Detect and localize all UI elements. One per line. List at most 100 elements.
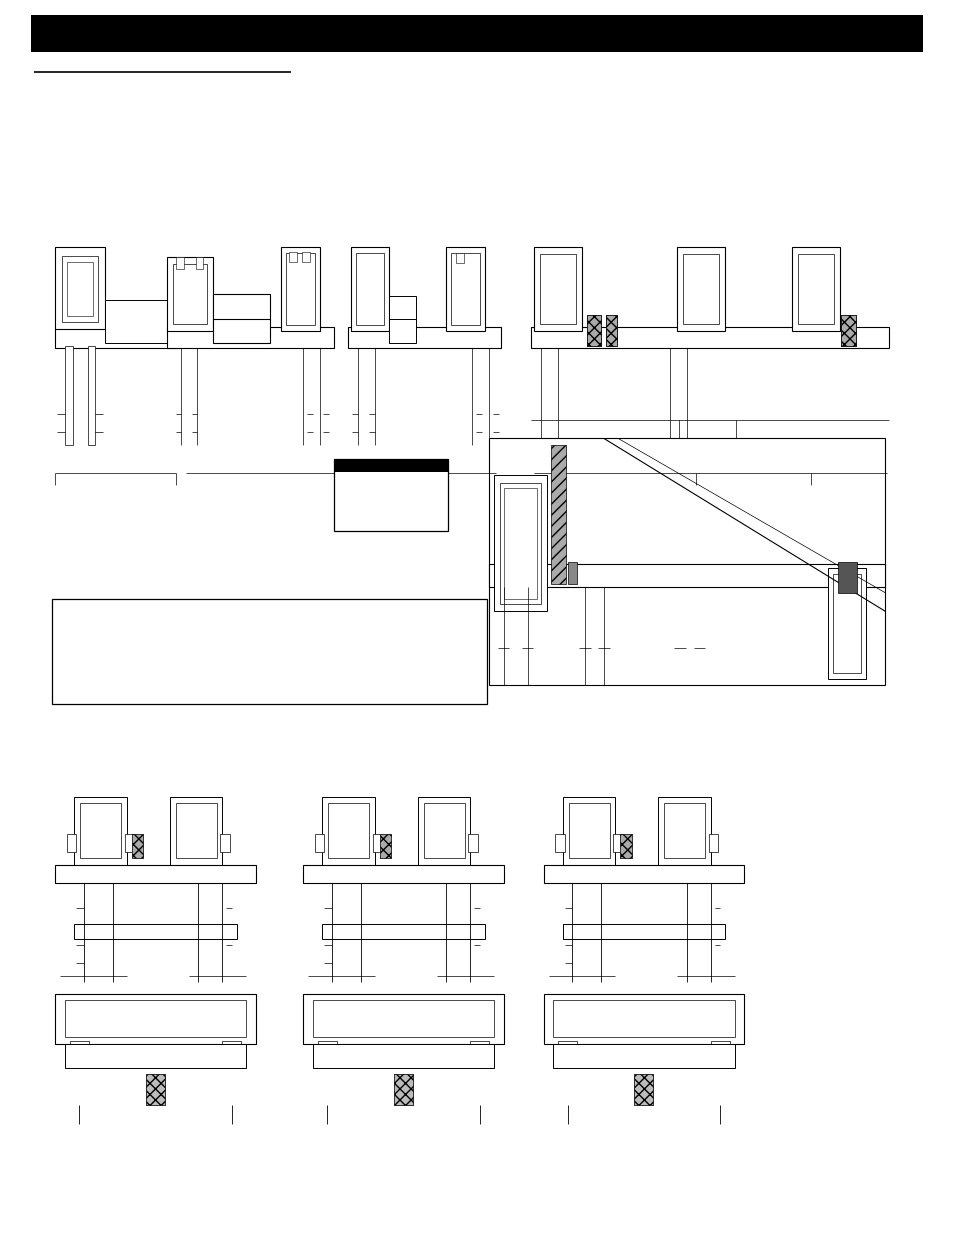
Bar	[70, 1041, 89, 1056]
Bar	[167, 327, 334, 348]
Bar	[317, 1041, 336, 1056]
Bar	[841, 315, 855, 346]
Bar	[837, 562, 856, 593]
Bar	[328, 803, 369, 858]
Bar	[605, 315, 617, 346]
Bar	[74, 924, 236, 939]
Bar	[708, 834, 718, 852]
Bar	[470, 1041, 489, 1056]
Bar	[31, 15, 922, 52]
Bar	[567, 562, 577, 584]
Bar	[543, 864, 743, 883]
Bar	[677, 247, 724, 331]
Bar	[74, 797, 127, 864]
Bar	[222, 1041, 241, 1056]
Bar	[313, 1000, 494, 1037]
Bar	[170, 797, 222, 864]
Bar	[334, 459, 448, 472]
Bar	[468, 834, 477, 852]
Bar	[586, 315, 600, 346]
Bar	[132, 834, 143, 858]
Bar	[682, 254, 719, 324]
Bar	[132, 834, 143, 858]
Bar	[65, 1044, 246, 1068]
Bar	[534, 247, 581, 331]
Bar	[67, 834, 76, 852]
Bar	[543, 994, 743, 1044]
Bar	[167, 257, 213, 331]
Bar	[55, 247, 105, 331]
Bar	[663, 803, 704, 858]
Bar	[586, 315, 600, 346]
Bar	[55, 994, 255, 1044]
Bar	[551, 445, 565, 584]
Bar	[348, 327, 500, 348]
Bar	[562, 797, 615, 864]
Bar	[394, 1074, 413, 1105]
Bar	[286, 253, 314, 325]
Bar	[334, 459, 448, 531]
Bar	[634, 1074, 653, 1105]
Bar	[494, 475, 546, 611]
Bar	[562, 924, 724, 939]
Bar	[65, 1000, 246, 1037]
Bar	[489, 438, 884, 685]
Bar	[555, 834, 564, 852]
Bar	[373, 834, 382, 852]
Bar	[446, 247, 484, 331]
Bar	[489, 564, 884, 587]
Bar	[451, 253, 479, 325]
Bar	[220, 834, 230, 852]
Bar	[88, 346, 95, 445]
Bar	[125, 834, 134, 852]
Bar	[634, 1074, 653, 1105]
Bar	[613, 834, 622, 852]
Bar	[553, 1000, 734, 1037]
Bar	[605, 315, 617, 346]
Bar	[553, 1044, 734, 1068]
Bar	[389, 296, 416, 343]
Bar	[379, 834, 391, 858]
Bar	[827, 568, 865, 679]
Bar	[55, 864, 255, 883]
Bar	[313, 1044, 494, 1068]
Bar	[105, 300, 174, 343]
Bar	[195, 257, 203, 269]
Bar	[841, 315, 855, 346]
Bar	[80, 803, 121, 858]
Bar	[832, 574, 861, 673]
Bar	[303, 864, 503, 883]
Bar	[314, 834, 324, 852]
Bar	[146, 1074, 165, 1105]
Bar	[303, 994, 503, 1044]
Bar	[456, 253, 463, 263]
Bar	[797, 254, 833, 324]
Bar	[322, 797, 375, 864]
Bar	[417, 797, 470, 864]
Bar	[499, 483, 540, 604]
Bar	[351, 247, 389, 331]
Bar	[281, 247, 319, 331]
Bar	[791, 247, 839, 331]
Bar	[52, 599, 486, 704]
Bar	[658, 797, 710, 864]
Bar	[213, 294, 270, 343]
Bar	[503, 488, 537, 599]
Bar	[619, 834, 631, 858]
Bar	[55, 329, 179, 348]
Bar	[65, 346, 72, 445]
Bar	[379, 834, 391, 858]
Bar	[176, 257, 184, 269]
Bar	[67, 262, 93, 316]
Bar	[619, 834, 631, 858]
Bar	[394, 1074, 413, 1105]
Bar	[568, 803, 609, 858]
Bar	[302, 252, 310, 262]
Bar	[289, 252, 296, 262]
Bar	[355, 253, 384, 325]
Bar	[146, 1074, 165, 1105]
Bar	[172, 264, 207, 324]
Bar	[175, 803, 216, 858]
Bar	[62, 256, 98, 322]
Bar	[423, 803, 464, 858]
